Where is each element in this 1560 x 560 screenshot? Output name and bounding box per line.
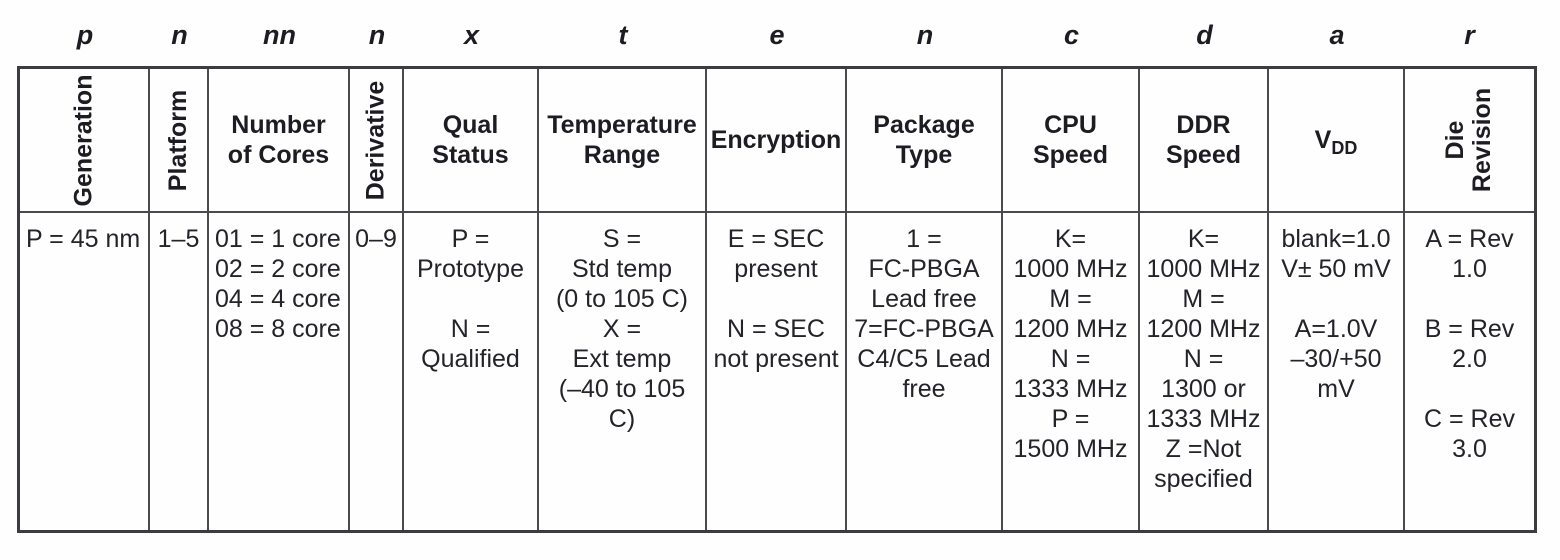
column-values-temperature-range: S = Std temp (0 to 105 C) X = Ext temp (…: [539, 213, 707, 530]
column-header-package-type: Package Type: [873, 111, 975, 169]
code-letter-qual-status: x: [463, 20, 480, 50]
column-header-die-revision: Die Revision: [1441, 87, 1497, 193]
column-header-cell-ddr-speed: DDR Speed: [1140, 69, 1269, 213]
code-letter-number-of-cores: nn: [263, 20, 296, 50]
column-header-number-of-cores: Number of Cores: [227, 111, 330, 169]
column-values-vdd: blank=1.0 V± 50 mV A=1.0V –30/+50 mV: [1269, 213, 1405, 530]
column-header-cell-vdd: VDD: [1269, 69, 1405, 213]
column-header-platform: Platform: [164, 89, 192, 191]
code-letter-ddr-speed: d: [1196, 20, 1213, 50]
column-header-generation: Generation: [69, 74, 98, 206]
column-values-cpu-speed: K= 1000 MHz M = 1200 MHz N = 1333 MHz P …: [1003, 213, 1140, 530]
column-header-ddr-speed: DDR Speed: [1165, 111, 1242, 169]
table-header-row: Generation Platform Number of Cores Derivat…: [20, 69, 1534, 213]
column-header-cpu-speed: CPU Speed: [1032, 111, 1109, 169]
vdd-symbol-subscript: DD: [1331, 138, 1358, 158]
column-values-derivative: 0–9: [350, 213, 404, 530]
column-header-encryption: Encryption: [710, 126, 842, 154]
column-header-derivative: Derivative: [361, 80, 390, 200]
code-letter-generation: p: [76, 20, 94, 50]
column-header-cell-qual-status: Qual Status: [404, 69, 539, 213]
column-header-cell-derivative: Derivative: [350, 69, 404, 213]
column-header-vdd: VDD: [1314, 125, 1358, 158]
code-letter-package-type: n: [916, 20, 934, 50]
column-values-number-of-cores: 01 = 1 core 02 = 2 core 04 = 4 core 08 =…: [209, 213, 350, 530]
code-letter-platform: n: [171, 20, 188, 50]
code-letter-cpu-speed: c: [1063, 20, 1080, 50]
code-letter-vdd: a: [1329, 20, 1345, 50]
column-values-encryption: E = SEC present N = SEC not present: [707, 213, 847, 530]
column-header-cell-die-revision: Die Revision: [1405, 69, 1534, 213]
column-header-cell-number-of-cores: Number of Cores: [209, 69, 350, 213]
code-letter-derivative: n: [368, 20, 386, 50]
column-values-package-type: 1 = FC-PBGA Lead free 7=FC-PBGA C4/C5 Le…: [847, 213, 1003, 530]
column-values-die-revision: A = Rev 1.0 B = Rev 2.0 C = Rev 3.0: [1423, 225, 1515, 463]
column-values-platform: 1–5: [150, 213, 209, 530]
column-header-cell-encryption: Encryption: [707, 69, 847, 213]
code-letter-temperature-range: t: [618, 20, 628, 50]
column-header-cell-platform: Platform: [150, 69, 209, 213]
column-header-qual-status: Qual Status: [432, 111, 509, 169]
column-values-generation: P = 45 nm: [20, 213, 150, 530]
column-header-cell-generation: Generation: [20, 69, 150, 213]
column-values-ddr-speed: K= 1000 MHz M = 1200 MHz N = 1300 or 133…: [1140, 213, 1269, 530]
code-letter-encryption: e: [769, 20, 785, 50]
code-letter-row: p n nn n x t e n c d a r: [20, 0, 1534, 64]
part-number-key-table: Generation Platform Number of Cores Derivat…: [17, 66, 1537, 533]
column-header-cell-package-type: Package Type: [847, 69, 1003, 213]
code-letter-die-revision: r: [1464, 20, 1475, 50]
column-header-cell-cpu-speed: CPU Speed: [1003, 69, 1140, 213]
column-header-cell-temperature-range: Temperature Range: [539, 69, 707, 213]
column-values-qual-status: P = Prototype N = Qualified: [404, 213, 539, 530]
vdd-symbol-main: V: [1314, 126, 1332, 154]
table-data-row: P = 45 nm 1–5 01 = 1 core 02 = 2 core 04 =…: [20, 213, 1534, 530]
column-header-temperature-range: Temperature Range: [547, 111, 697, 169]
